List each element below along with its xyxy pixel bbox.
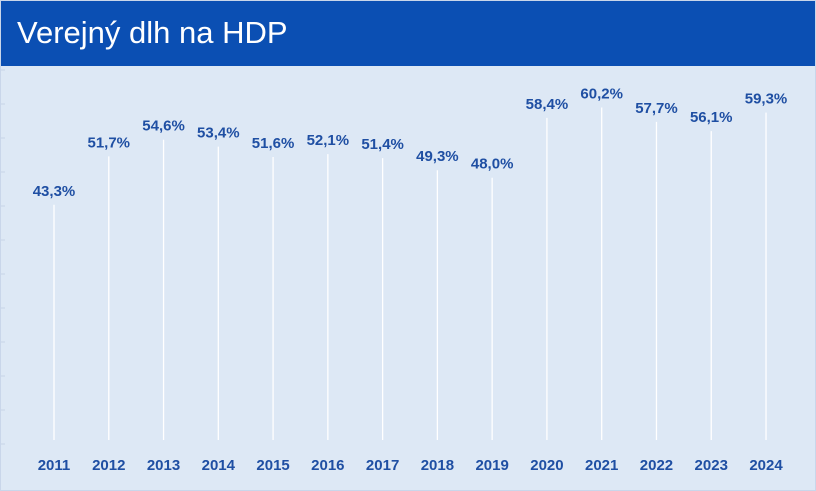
x-tick-label-2015: 2015 [256, 457, 289, 474]
x-tick-label-2013: 2013 [147, 457, 180, 474]
data-label-2016: 52,1% [307, 132, 350, 149]
x-tick-label-2018: 2018 [421, 457, 454, 474]
data-label-2018: 49,3% [416, 148, 459, 165]
data-label-2017: 51,4% [361, 136, 404, 153]
data-label-2011: 43,3% [33, 183, 76, 200]
data-label-2019: 48,0% [471, 156, 514, 173]
data-label-2015: 51,6% [252, 135, 295, 152]
x-tick-label-2019: 2019 [475, 457, 508, 474]
x-tick-label-2017: 2017 [366, 457, 399, 474]
data-label-2021: 60,2% [580, 85, 623, 102]
x-tick-label-2020: 2020 [530, 457, 563, 474]
data-label-2012: 51,7% [87, 134, 130, 151]
x-tick-label-2023: 2023 [695, 457, 728, 474]
data-label-2020: 58,4% [526, 96, 569, 113]
x-tick-label-2021: 2021 [585, 457, 618, 474]
data-label-2024: 59,3% [745, 91, 788, 108]
data-label-2013: 54,6% [142, 118, 185, 135]
data-label-2022: 57,7% [635, 100, 678, 117]
x-tick-label-2014: 2014 [202, 457, 236, 474]
x-tick-label-2016: 2016 [311, 457, 344, 474]
chart-header: Verejný dlh na HDP [1, 1, 815, 66]
x-tick-label-2022: 2022 [640, 457, 673, 474]
x-tick-label-2024: 2024 [749, 457, 783, 474]
chart-title: Verejný dlh na HDP [17, 15, 288, 50]
data-label-2023: 56,1% [690, 109, 733, 126]
x-tick-label-2011: 2011 [38, 457, 71, 474]
x-tick-label-2012: 2012 [92, 457, 125, 474]
data-label-2014: 53,4% [197, 125, 240, 142]
